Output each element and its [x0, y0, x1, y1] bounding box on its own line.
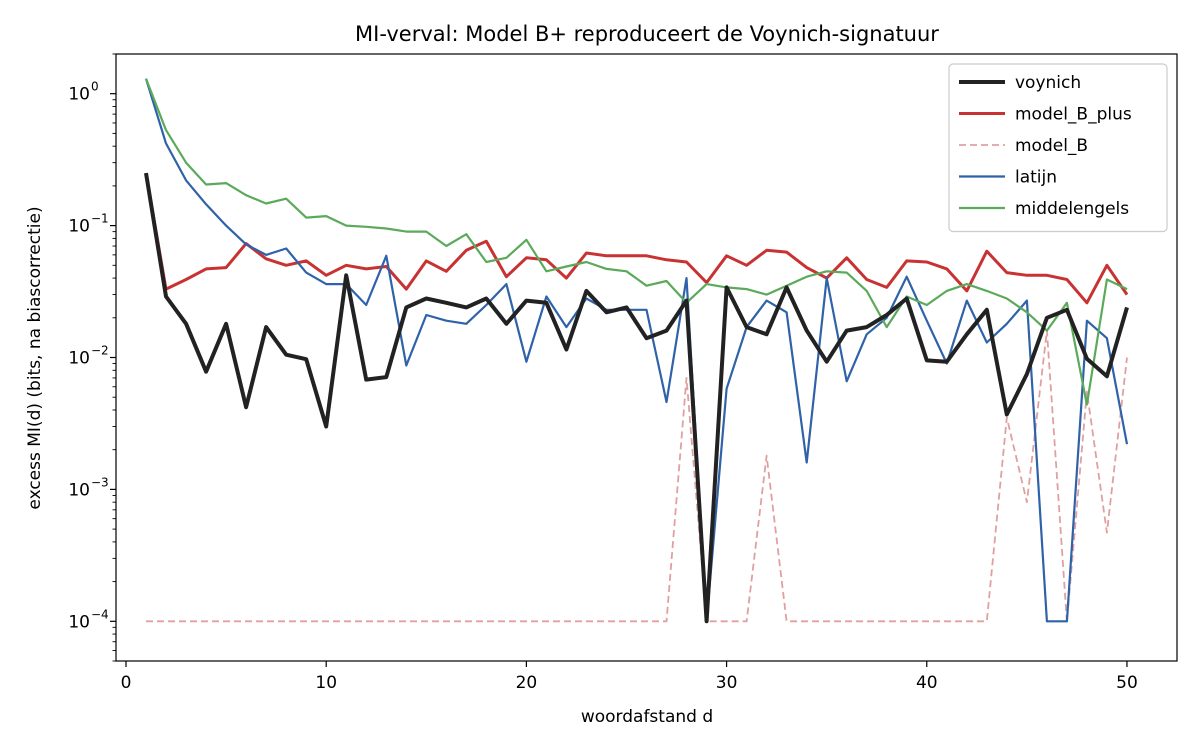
- legend-label-voynich: voynich: [1015, 73, 1081, 93]
- y-tick-label: 10: [68, 85, 90, 105]
- y-axis-label: excess MI(d) (bits, na biascorrectie): [25, 206, 45, 509]
- y-tick-exponent: −3: [91, 475, 109, 489]
- x-tick-label: 10: [315, 673, 337, 693]
- series-line-voynich: [144, 172, 1129, 624]
- series-line-model-B: [146, 329, 1128, 623]
- series-line-middelengels: [144, 78, 1128, 406]
- series-line-model-B-plus: [144, 172, 1129, 305]
- x-tick-label: 0: [121, 673, 132, 693]
- x-tick-label: 20: [516, 673, 538, 693]
- x-axis-ticks: 0 10 20 30 40 50: [121, 661, 1138, 693]
- y-tick-exponent: −1: [91, 212, 109, 226]
- series-line-latijn: [144, 78, 1129, 623]
- x-axis-label: woordafstand d: [581, 707, 713, 727]
- chart-title: MI-verval: Model B+ reproduceert de Voyn…: [355, 22, 939, 46]
- legend-label-model-B-plus: model_B_plus: [1015, 105, 1132, 125]
- y-tick-label: 10: [68, 612, 90, 632]
- y-tick-label: 10: [68, 217, 90, 237]
- legend-label-model-B: model_B: [1015, 136, 1088, 156]
- legend-label-middelengels: middelengels: [1015, 199, 1129, 219]
- x-tick-label: 40: [916, 673, 938, 693]
- y-tick-exponent: −2: [91, 344, 109, 358]
- x-tick-label: 30: [716, 673, 738, 693]
- y-tick-exponent: 0: [91, 80, 99, 94]
- legend-label-latijn: latijn: [1015, 168, 1057, 188]
- y-tick-exponent: −4: [91, 607, 109, 621]
- y-tick-label: 10: [68, 349, 90, 369]
- y-tick-label: 10: [68, 480, 90, 500]
- x-tick-label: 50: [1116, 673, 1138, 693]
- legend-box: [948, 63, 1168, 233]
- plot-lines: [144, 78, 1129, 624]
- plot-frame: [115, 53, 1178, 662]
